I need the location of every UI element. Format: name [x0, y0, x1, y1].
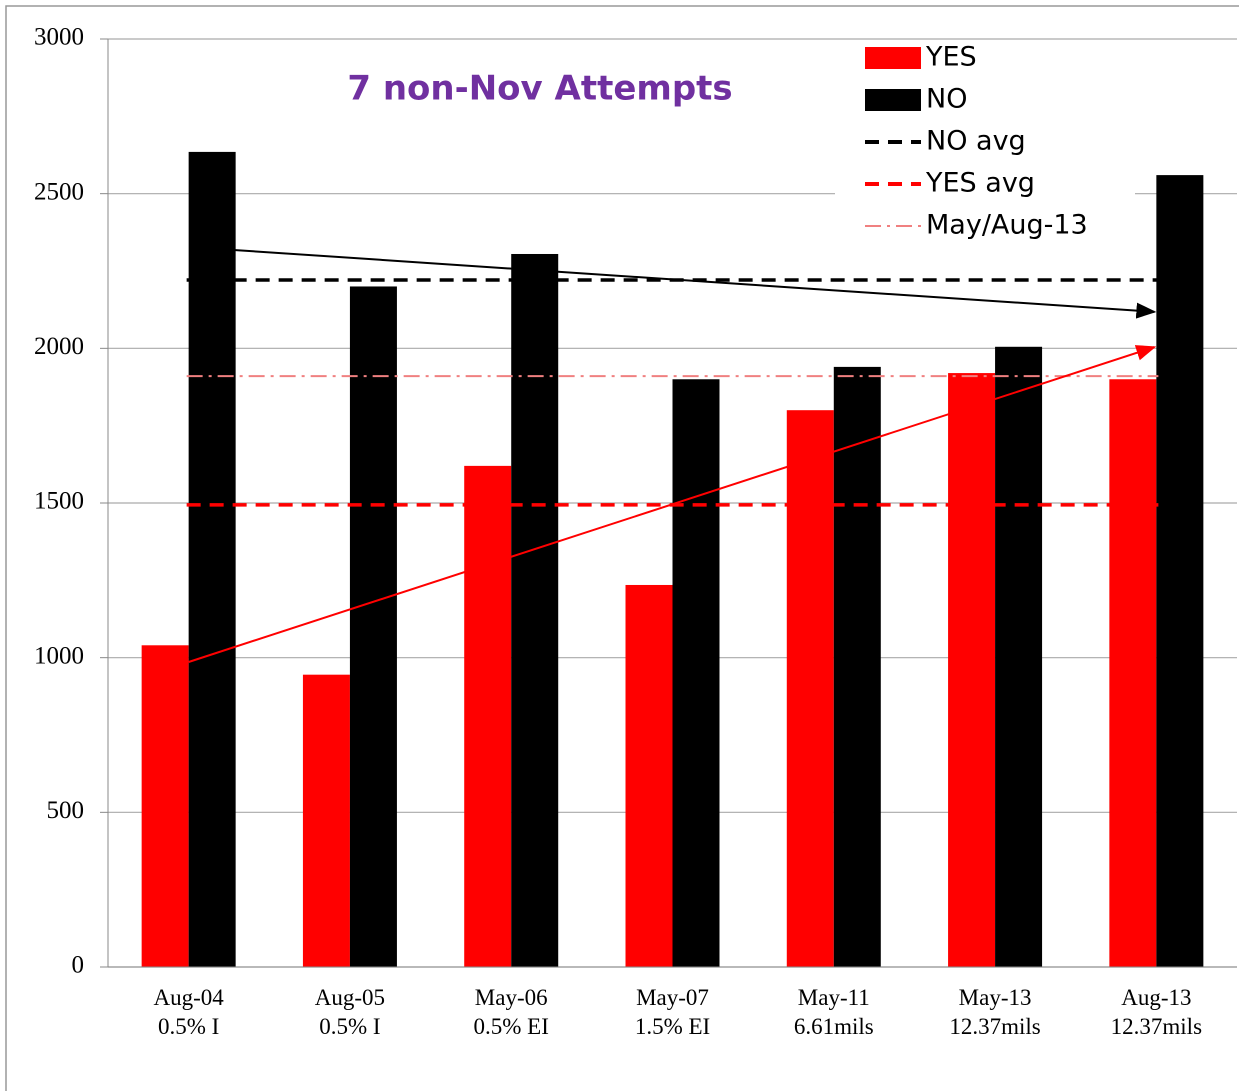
bar [1109, 379, 1157, 967]
x-tick-label: Aug-04 0.5% I [154, 985, 225, 1039]
y-tick-label: 2500 [34, 178, 84, 205]
bar [141, 645, 189, 967]
x-tick-label-line: 0.5% I [319, 1014, 380, 1039]
bar [995, 346, 1043, 968]
bar [1156, 175, 1204, 967]
x-tick-label-line: 1.5% EI [635, 1014, 710, 1039]
x-tick-label-line: Aug-04 [154, 985, 225, 1010]
y-tick-label: 2000 [34, 333, 84, 360]
bar [625, 584, 673, 967]
x-tick-label: May-13 12.37mils [949, 985, 1040, 1039]
bar [786, 410, 834, 967]
frame [5, 5, 1239, 1091]
bar [672, 379, 720, 967]
x-tick-label-line: May-07 [636, 985, 709, 1010]
x-tick-label: Aug-05 0.5% I [315, 985, 385, 1039]
x-tick-label-line: Aug-05 [315, 985, 385, 1010]
x-tick-label-line: May-13 [959, 985, 1032, 1010]
legend-label: YES [925, 42, 977, 73]
bar [833, 366, 881, 968]
x-tick-label-line: May-11 [798, 985, 870, 1010]
bar [464, 465, 512, 967]
x-tick-label-line: May-06 [475, 985, 548, 1010]
y-tick-label: 500 [47, 797, 85, 824]
x-tick-label-line: 12.37mils [1111, 1014, 1202, 1039]
x-tick-label-line: 0.5% I [158, 1014, 219, 1039]
trend-arrow [188, 345, 1157, 663]
x-tick-label: May-07 1.5% EI [635, 985, 710, 1039]
legend-box [835, 40, 1135, 246]
legend-label: May/Aug-13 [926, 210, 1088, 241]
x-tick-label: May-11 6.61mils [794, 985, 874, 1039]
bar [948, 373, 996, 968]
legend-swatch [865, 89, 921, 111]
x-tick-label-line: 12.37mils [949, 1014, 1040, 1039]
y-tick-label: 1000 [34, 642, 84, 669]
y-tick-label: 1500 [34, 488, 84, 515]
bar [349, 286, 397, 967]
legend-label: NO avg [926, 126, 1026, 157]
x-tick-label: Aug-13 12.37mils [1111, 985, 1202, 1039]
x-tick-label-line: 6.61mils [794, 1014, 874, 1039]
x-tick-label-line: Aug-13 [1121, 985, 1191, 1010]
legend-label: NO [926, 84, 967, 115]
legend-label: YES avg [925, 168, 1035, 199]
trend-arrow [233, 248, 1157, 319]
chart-title: 7 non-Nov Attempts [347, 69, 732, 109]
legend-swatch [865, 47, 921, 69]
x-tick-label-line: 0.5% EI [474, 1014, 549, 1039]
bar [511, 253, 559, 967]
bar [302, 674, 350, 967]
y-tick-label: 3000 [34, 24, 84, 51]
x-tick-label: May-06 0.5% EI [474, 985, 549, 1039]
bar [188, 151, 236, 967]
y-tick-label: 0 [72, 952, 85, 979]
